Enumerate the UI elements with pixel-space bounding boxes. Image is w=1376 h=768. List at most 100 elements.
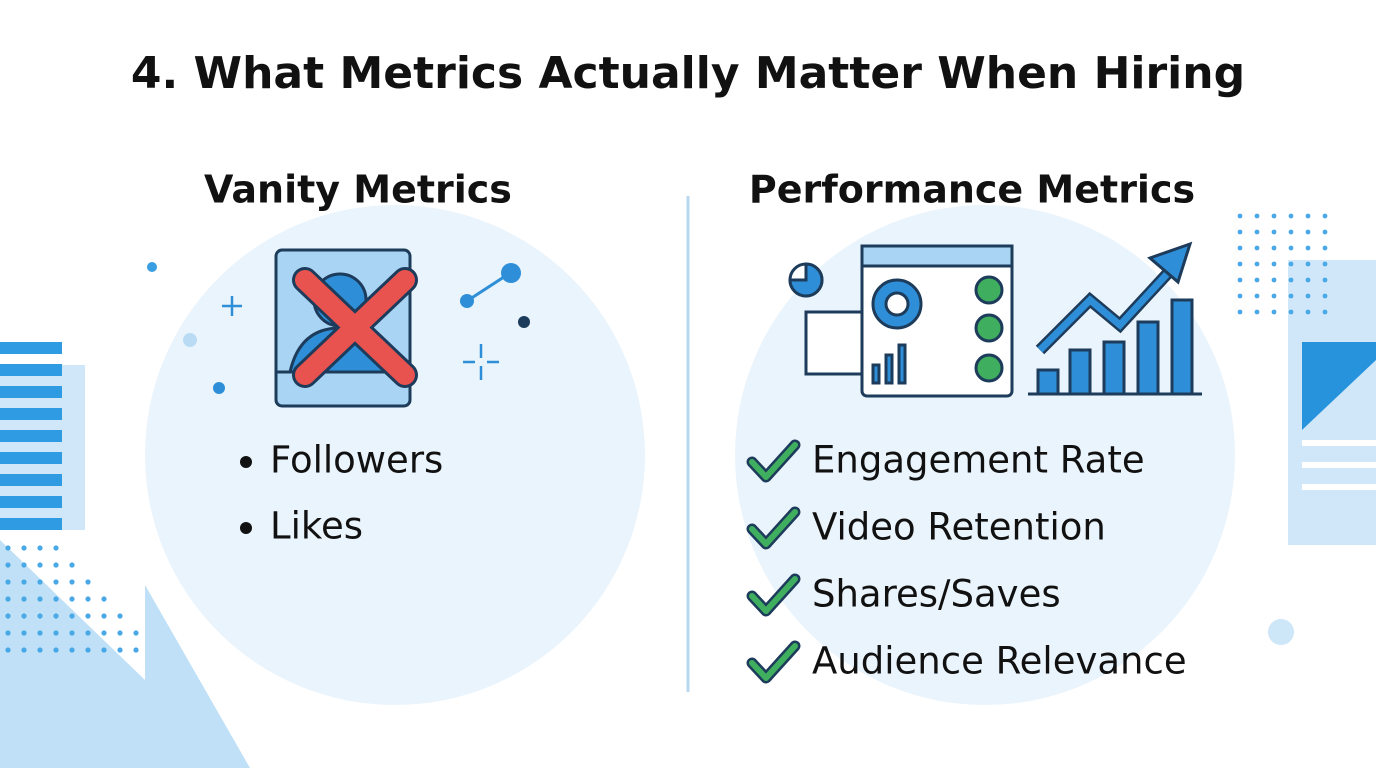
right-lines [1302, 440, 1376, 490]
dot [21, 596, 27, 602]
dot [117, 647, 123, 653]
dot [53, 579, 59, 585]
dot [1237, 229, 1243, 235]
dot [5, 613, 11, 619]
background-decor [0, 213, 1376, 768]
dot [1288, 213, 1294, 219]
dot [5, 545, 11, 551]
dot [69, 596, 75, 602]
performance-item: Engagement Rate [812, 439, 1145, 482]
performance-icon [788, 241, 1202, 398]
dot [101, 647, 107, 653]
dot [1237, 309, 1243, 315]
dot [1271, 213, 1277, 219]
dot [1254, 277, 1260, 283]
dot [85, 596, 91, 602]
right-triangle [1302, 342, 1376, 430]
performance-item: Shares/Saves [812, 573, 1061, 616]
dot [1288, 261, 1294, 267]
dot [1305, 213, 1311, 219]
dot [1305, 277, 1311, 283]
dot [1237, 261, 1243, 267]
dot [53, 647, 59, 653]
dot [133, 630, 139, 636]
dot [85, 647, 91, 653]
performance-heading: Performance Metrics [749, 168, 1195, 212]
check [749, 509, 798, 547]
dot [1254, 229, 1260, 235]
dot [53, 545, 59, 551]
dot [117, 613, 123, 619]
dot [69, 647, 75, 653]
dot [101, 596, 107, 602]
dot [1254, 245, 1260, 251]
page-title: 4. What Metrics Actually Matter When Hir… [131, 48, 1245, 99]
dot [1322, 309, 1328, 315]
dot [21, 630, 27, 636]
dot [5, 647, 11, 653]
dot [69, 579, 75, 585]
dot [1254, 309, 1260, 315]
dot [1288, 229, 1294, 235]
dot [1254, 293, 1260, 299]
dot [1254, 261, 1260, 267]
dot [1288, 293, 1294, 299]
performance-list: Engagement Rate Video Retention Shares/Sav… [746, 439, 1187, 684]
vanity-list: Followers Likes [240, 439, 443, 548]
dot [1271, 261, 1277, 267]
dot [1322, 245, 1328, 251]
dot [5, 630, 11, 636]
decor-dot [147, 262, 157, 272]
dot [85, 630, 91, 636]
left-stripes [0, 342, 62, 530]
dot [117, 630, 123, 636]
bullet [240, 522, 252, 534]
dot [1271, 245, 1277, 251]
dot [1305, 261, 1311, 267]
dot [5, 596, 11, 602]
dot [1271, 277, 1277, 283]
dot [85, 613, 91, 619]
dot [1305, 229, 1311, 235]
dot [1254, 213, 1260, 219]
dot [85, 579, 91, 585]
dot [101, 613, 107, 619]
dot [1322, 261, 1328, 267]
dot [1271, 229, 1277, 235]
right-dots [1237, 213, 1328, 315]
dot [1271, 293, 1277, 299]
dot [37, 562, 43, 568]
dot [37, 545, 43, 551]
dot [1237, 213, 1243, 219]
dot [1237, 277, 1243, 283]
dot [21, 613, 27, 619]
vanity-item: Followers [270, 439, 443, 482]
right-panel [1288, 260, 1376, 545]
dot [69, 562, 75, 568]
dot [1305, 309, 1311, 315]
dot [1288, 277, 1294, 283]
dot [1271, 309, 1277, 315]
dot [1288, 309, 1294, 315]
dot [53, 630, 59, 636]
dot [53, 613, 59, 619]
dot [1322, 277, 1328, 283]
dot [37, 579, 43, 585]
performance-item: Audience Relevance [812, 640, 1187, 683]
check [749, 442, 798, 480]
dot [1322, 213, 1328, 219]
dot [21, 562, 27, 568]
dot [53, 596, 59, 602]
bullet [240, 456, 252, 468]
vanity-icon [183, 248, 530, 408]
vanity-circle [145, 205, 645, 705]
dot [37, 596, 43, 602]
decor-dot [1268, 619, 1294, 645]
corner-triangle [0, 540, 250, 768]
dot [21, 579, 27, 585]
dot [1305, 293, 1311, 299]
dot [69, 613, 75, 619]
dot [69, 630, 75, 636]
dot [1322, 293, 1328, 299]
